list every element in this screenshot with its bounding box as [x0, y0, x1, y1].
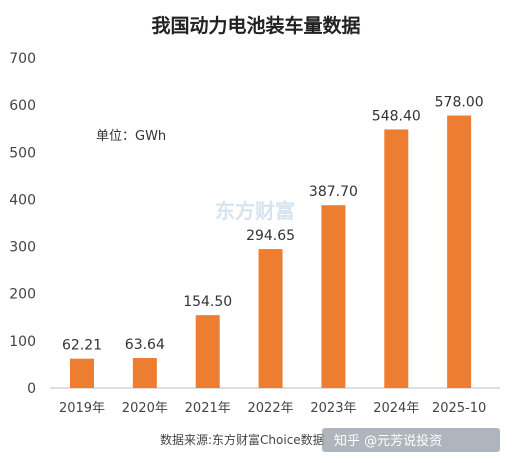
x-tick-label: 2019年 — [59, 401, 105, 416]
unit-label: 单位：GWh — [96, 129, 166, 144]
y-tick-label: 300 — [9, 240, 36, 256]
x-tick-label: 2025-10 — [432, 401, 486, 416]
y-tick-label: 400 — [9, 192, 36, 208]
footer-background — [322, 428, 500, 452]
x-tick-label: 2023年 — [310, 401, 356, 416]
watermark-text: 东方财富 — [215, 199, 295, 223]
y-tick-label: 200 — [9, 287, 36, 303]
chart-title: 我国动力电池装车量数据 — [151, 14, 360, 37]
y-tick-label: 0 — [27, 381, 36, 397]
footer-text: 知乎 @元芳说投资 — [334, 433, 442, 449]
y-axis: 0 100 200 300 400 500 600 700 — [9, 51, 36, 397]
bar-value-label: 548.40 — [372, 108, 421, 124]
x-axis: 2019年 2020年 2021年 2022年 2023年 2024年 2025-10 — [59, 401, 486, 416]
y-tick-label: 700 — [9, 51, 36, 67]
bars: 62.21 63.64 154.50 294.65 387.70 548.40 578.00 — [62, 95, 484, 388]
x-tick-label: 2020年 — [122, 401, 168, 416]
bar-value-label: 294.65 — [246, 228, 295, 244]
bar — [384, 129, 409, 388]
bar — [195, 315, 220, 388]
y-tick-label: 600 — [9, 98, 36, 114]
y-tick-label: 100 — [9, 334, 36, 350]
bar — [258, 249, 283, 388]
bar-value-label: 63.64 — [125, 337, 165, 353]
bar-value-label: 62.21 — [62, 338, 102, 354]
bar — [447, 115, 472, 388]
x-tick-label: 2022年 — [248, 401, 294, 416]
x-tick-label: 2021年 — [185, 401, 231, 416]
footer-watermark: 知乎 @元芳说投资 — [322, 428, 500, 452]
bar-value-label: 154.50 — [183, 294, 232, 310]
y-tick-label: 500 — [9, 145, 36, 161]
source-note: 数据来源:东方财富Choice数据 — [160, 432, 325, 447]
bar — [321, 205, 346, 388]
watermark: 东方财富 — [215, 199, 295, 223]
bar-value-label: 578.00 — [435, 95, 484, 111]
bar-value-label: 387.70 — [309, 184, 358, 200]
bar — [132, 357, 157, 388]
x-tick-label: 2024年 — [373, 401, 419, 416]
bar — [70, 358, 94, 388]
